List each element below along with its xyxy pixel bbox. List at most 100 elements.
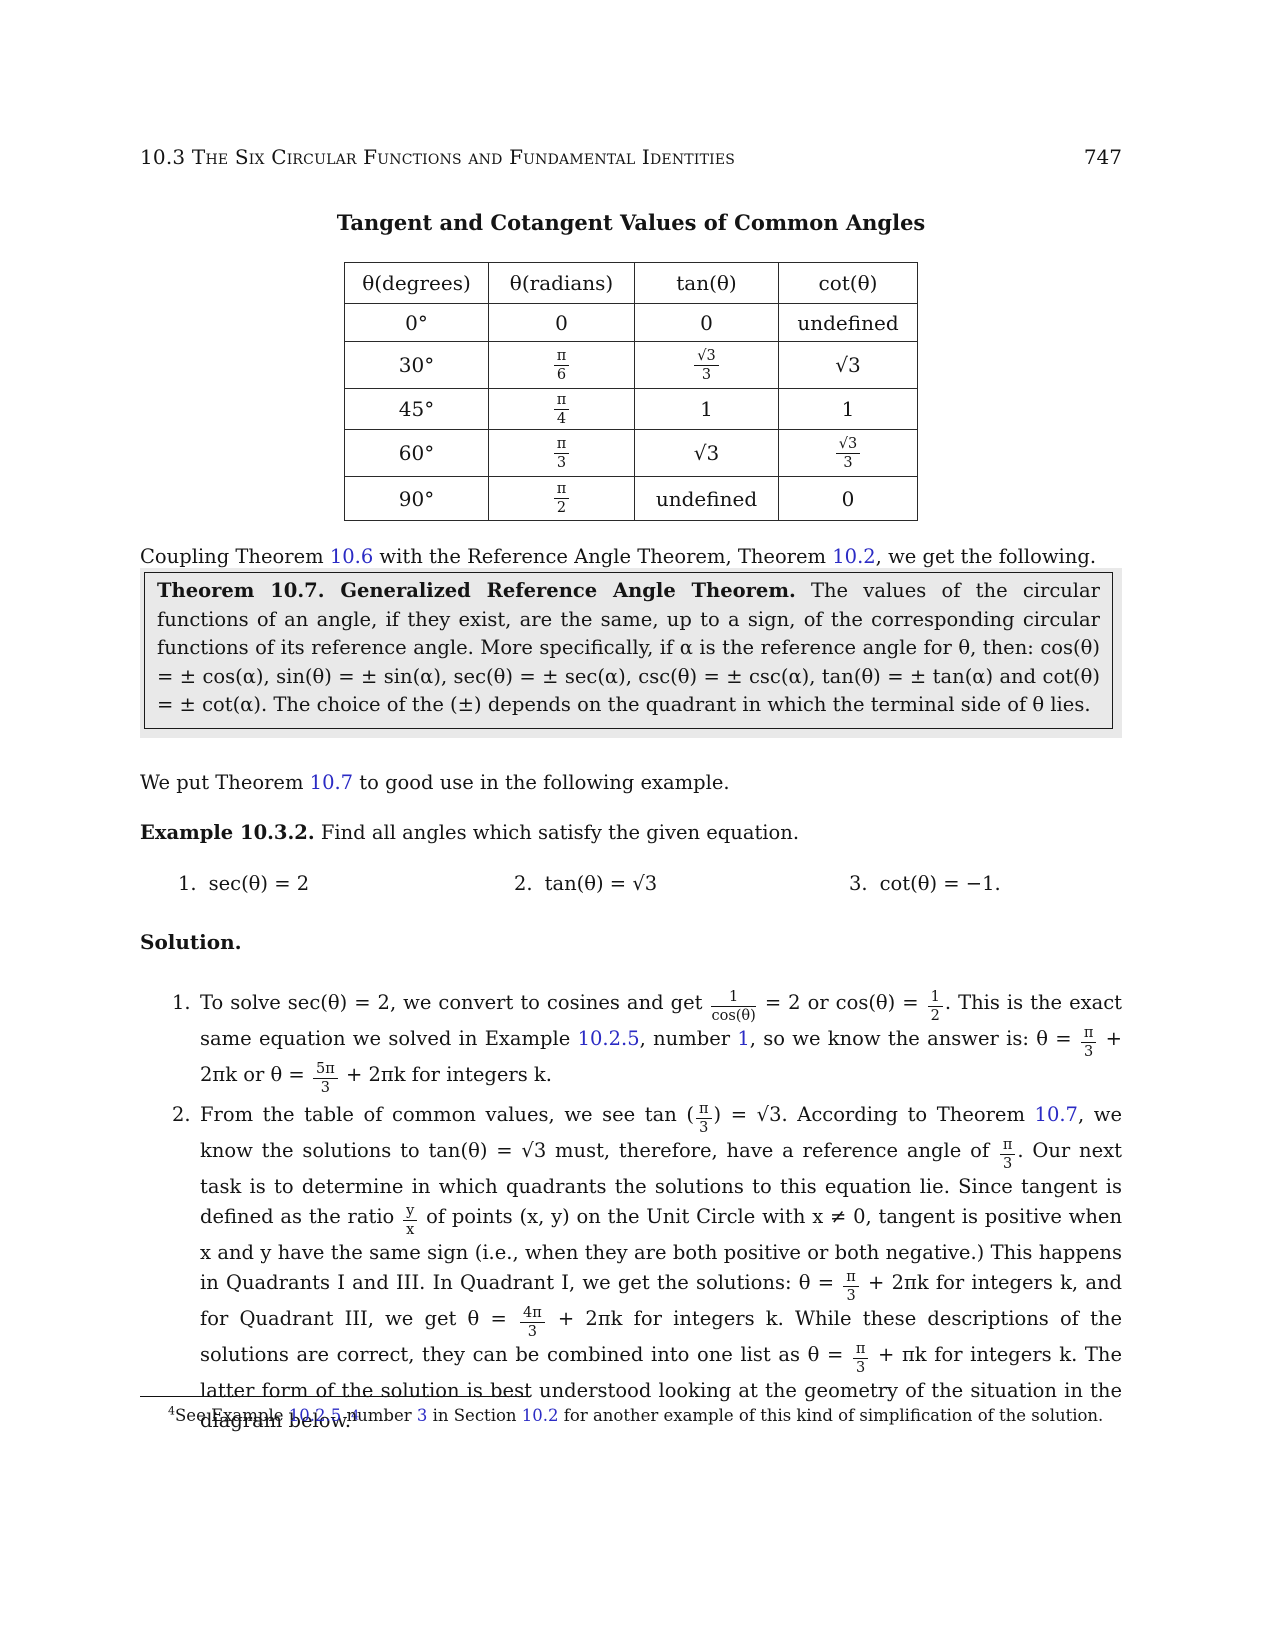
fraction-numerator: π xyxy=(696,1101,712,1119)
text-segment: to good use in the following example. xyxy=(353,771,730,794)
col-header-cot: cot(θ) xyxy=(778,262,918,304)
text-segment: Find all angles which satisfy the given … xyxy=(314,821,800,844)
ref-link[interactable]: 10.6 xyxy=(329,545,374,568)
page-number: 747 xyxy=(1083,145,1122,169)
table-cell: undefined xyxy=(634,476,779,521)
text-segment: 30° xyxy=(398,353,435,377)
ref-link[interactable]: 10.7 xyxy=(309,771,354,794)
text-segment: , so we know the answer is: θ = xyxy=(749,1027,1079,1050)
table-cell: √3 xyxy=(778,341,918,389)
text-segment: + 2πk for integers k, and for Quadrant I… xyxy=(200,1271,1122,1330)
fraction-denominator: 3 xyxy=(1002,1156,1013,1172)
text-segment: See Example xyxy=(175,1406,289,1425)
text-segment: , we get the following. xyxy=(875,545,1097,568)
fraction-numerator: √3 xyxy=(694,348,719,366)
solution-item-number: 1. xyxy=(172,991,191,1014)
section-title: The Six Circular Functions and Fundament… xyxy=(191,145,736,169)
text-segment: + 2πk for integers k. While these descri… xyxy=(200,1307,1123,1366)
fraction-denominator: cos(θ) xyxy=(711,1008,756,1024)
solution-item-2: 2. From the table of common values, we s… xyxy=(140,1100,1122,1436)
text-segment: with the Reference Angle Theorem, Theore… xyxy=(373,545,833,568)
fraction-numerator: π xyxy=(553,392,570,410)
text-segment: ) = √3. According to Theorem xyxy=(713,1103,1035,1126)
fraction: √3 3 xyxy=(835,436,861,471)
solution-item-text: From the table of common values, we see … xyxy=(200,1100,1122,1436)
solution-item-1: 1. To solve sec(θ) = 2, we convert to co… xyxy=(140,988,1122,1096)
ref-link[interactable]: 1 xyxy=(737,1027,750,1050)
text-segment: We put Theorem xyxy=(140,771,310,794)
fraction-numerator: 1 xyxy=(711,989,756,1007)
fraction: 4π 3 xyxy=(519,1305,545,1340)
equation-expression: tan(θ) = √3 xyxy=(544,872,658,895)
table-cell: 0 xyxy=(778,476,918,521)
equation-expression: sec(θ) = 2 xyxy=(208,872,310,895)
fraction-numerator: π xyxy=(553,348,570,366)
table-cell: √3 xyxy=(634,429,779,477)
text-segment: 0 xyxy=(841,486,855,511)
fraction-numerator: π xyxy=(999,1137,1016,1155)
table-cell: 60° xyxy=(344,429,489,477)
text-segment: √3 xyxy=(693,441,720,465)
equation-number: 1. xyxy=(178,872,197,895)
table-cell: 0 xyxy=(488,303,635,342)
fraction-denominator: 6 xyxy=(556,366,567,383)
text-segment: + 2πk or θ = xyxy=(200,1027,1122,1086)
equation-number: 2. xyxy=(514,872,533,895)
theorem-box: Theorem 10.7. Generalized Reference Angl… xyxy=(140,568,1122,738)
text-segment: undefined xyxy=(797,310,899,335)
section-number: 10.3 xyxy=(140,145,186,169)
text-segment: 60° xyxy=(398,441,435,465)
table-cell: 30° xyxy=(344,341,489,389)
equation-item: 1. sec(θ) = 2 xyxy=(178,872,309,895)
tangent-cotangent-table: θ(degrees) θ(radians) tan(θ) cot(θ) 0° 0… xyxy=(344,262,918,521)
col-header-tan: tan(θ) xyxy=(634,262,779,304)
fraction-numerator: π xyxy=(553,481,570,499)
fraction: √3 3 xyxy=(694,348,719,383)
table-cell: 0° xyxy=(344,303,489,342)
ref-link[interactable]: 10.7 xyxy=(1034,1103,1078,1126)
ref-link[interactable]: 10.2 xyxy=(832,545,876,568)
text-segment: Theorem 10.7. Generalized Reference Angl… xyxy=(157,579,796,602)
ref-link[interactable]: 3 xyxy=(416,1406,428,1425)
table-title: Tangent and Cotangent Values of Common A… xyxy=(336,210,926,235)
table-cell: √3 3 xyxy=(778,429,918,477)
ref-link[interactable]: 10.2.5 xyxy=(577,1027,640,1050)
fraction-denominator: 3 xyxy=(846,1288,856,1304)
footnote-rule xyxy=(140,1396,530,1397)
we-put-paragraph: We put Theorem 10.7 to good use in the f… xyxy=(140,768,1122,798)
example-paragraph: Example 10.3.2. Find all angles which sa… xyxy=(140,818,1122,848)
text-segment: 0° xyxy=(405,310,428,335)
table-cell: undefined xyxy=(778,303,918,342)
text-segment: of points (x, y) on the Unit Circle with… xyxy=(200,1205,1122,1294)
fraction-denominator: 2 xyxy=(930,1008,940,1024)
text-segment: 0 xyxy=(700,310,713,335)
fraction-denominator: 4 xyxy=(556,410,567,427)
table-cell: 0 xyxy=(634,303,779,342)
footnote: 4See Example 10.2.5 number 3 in Section … xyxy=(140,1404,1122,1428)
table-cell: 90° xyxy=(344,476,489,521)
col-header-radians: θ(radians) xyxy=(488,262,635,304)
text-segment: 4 xyxy=(168,1404,175,1418)
text-segment: number xyxy=(341,1406,417,1425)
ref-link[interactable]: 10.2.5 xyxy=(288,1406,342,1425)
values-table-wrapper: θ(degrees) θ(radians) tan(θ) cot(θ) 0° 0… xyxy=(140,262,1122,521)
text-segment: The values of the circular functions of … xyxy=(157,579,1100,716)
fraction-numerator: 1 xyxy=(927,989,943,1007)
fraction-numerator: π xyxy=(852,1341,869,1359)
text-segment: = 2 or cos(θ) = xyxy=(757,991,926,1014)
text-segment: in Section xyxy=(427,1406,522,1425)
ref-link[interactable]: 4 xyxy=(351,1408,360,1424)
ref-link[interactable]: 10.2 xyxy=(521,1406,559,1425)
solution-item-text: To solve sec(θ) = 2, we convert to cosin… xyxy=(200,988,1122,1096)
text-segment: for another example of this kind of simp… xyxy=(558,1406,1104,1425)
text-segment: 45° xyxy=(398,397,435,421)
